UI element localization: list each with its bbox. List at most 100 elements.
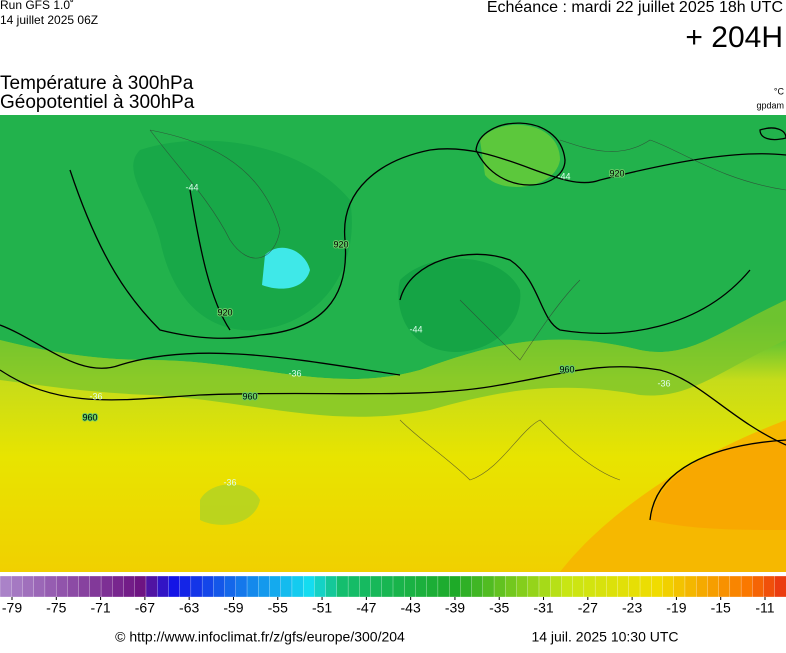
unit-temperature: °C: [774, 86, 785, 96]
colorbar-swatch: [673, 575, 686, 598]
colorbar-swatch: [718, 575, 731, 598]
colorbar-swatch: [550, 575, 563, 598]
colorbar-swatch: [752, 575, 765, 598]
contour-closed: [759, 127, 786, 141]
contour-label: -44: [409, 324, 422, 334]
colorbar-tick-label: -19: [666, 600, 686, 616]
transition-zone: [0, 300, 786, 417]
colorbar-swatch: [224, 575, 237, 598]
colorbar-swatch: [55, 575, 69, 598]
colorbar-tick-label: -51: [312, 600, 332, 616]
contour-label: -36: [288, 368, 301, 378]
colorbar-swatch: [303, 575, 316, 598]
colorbar-swatch: [437, 575, 450, 598]
colorbar-swatch: [190, 575, 203, 598]
colorbar-swatch: [100, 575, 113, 598]
contour-label: 920: [217, 307, 232, 317]
colorbar-swatch: [246, 575, 259, 598]
colorbar: -79 -75 -71 -67 -63 -59 -55 -51 -47 -43 -39 -35 -31 -…: [0, 575, 786, 616]
lead-time: + 204H: [685, 21, 783, 54]
colorbar-tick-label: -35: [489, 600, 509, 616]
contour-label: 960: [559, 364, 574, 374]
colorbar-swatch: [448, 575, 462, 598]
contour-closed: [475, 122, 566, 186]
colorbar-swatch: [651, 575, 664, 598]
map: 920 920 920 960 960 960 -44 -44 -44 -36 -36 -36 -36: [0, 115, 786, 572]
contour-label: 960: [242, 391, 257, 401]
contour-label: -36: [223, 477, 236, 487]
colorbar-swatch: [392, 575, 405, 598]
contour-label: -44: [557, 171, 570, 181]
colorbar-swatch: [628, 575, 641, 598]
colorbar-swatch: [157, 575, 170, 598]
contour-920: [189, 189, 231, 331]
colorbar-tick-label: -75: [46, 600, 66, 616]
unit-geopotential: gpdam: [756, 100, 784, 110]
colorbar-swatch: [404, 575, 417, 598]
title-temperature: Température à 300hPa: [0, 73, 194, 94]
colorbar-swatch: [280, 575, 293, 598]
colorbar-swatch: [426, 575, 439, 598]
colorbar-swatch: [123, 575, 136, 598]
colorbar-swatch: [774, 575, 786, 598]
contour-label: 960: [82, 412, 97, 422]
colorbar-tick-label: -71: [90, 600, 110, 616]
colorbar-swatch: [381, 575, 394, 598]
coastlines: [149, 129, 786, 481]
colorbar-swatch: [0, 575, 12, 598]
colorbar-swatch: [639, 575, 652, 598]
coldest-patch: [262, 247, 310, 289]
colorbar-swatch: [347, 575, 360, 598]
colorbar-swatch: [594, 575, 607, 598]
colorbar-swatch: [201, 575, 214, 598]
colorbar-swatch: [617, 575, 630, 598]
contour-label: -44: [185, 182, 198, 192]
contour-label: -36: [89, 391, 102, 401]
colorbar-swatch: [336, 575, 349, 598]
colorbar-tick-label: -63: [179, 600, 199, 616]
colorbar-swatch: [179, 575, 192, 598]
source-url: © http://www.infoclimat.fr/z/gfs/europe/…: [115, 629, 405, 645]
colorbar-swatch: [269, 575, 282, 598]
colorbar-swatch: [729, 575, 742, 598]
colorbar-tick-label: -11: [755, 600, 774, 616]
contour-1000: [649, 439, 786, 521]
colorbar-swatch: [763, 575, 776, 598]
colorbar-swatch: [33, 575, 46, 598]
colorbar-swatch: [684, 575, 697, 598]
colorbar-swatch: [67, 575, 80, 598]
echeance: Echéance : mardi 22 juillet 2025 18h UTC: [487, 0, 783, 16]
colorbar-swatch: [370, 575, 383, 598]
colorbar-swatch: [235, 575, 248, 598]
contour-label: 920: [609, 168, 624, 178]
contour-920: [399, 253, 751, 335]
colorbar-swatch: [314, 575, 327, 598]
colorbar-swatch: [11, 575, 24, 598]
colorbar-swatch: [516, 575, 529, 598]
cold-core: [398, 258, 521, 352]
colorbar-tick-label: -27: [578, 600, 598, 616]
colorbar-swatch: [583, 575, 596, 598]
colorbar-swatch: [44, 575, 57, 598]
contour-label: -36: [657, 378, 670, 388]
colorbar-tick-label: -43: [401, 600, 421, 616]
colorbar-tick-label: -47: [356, 600, 376, 616]
colorbar-swatch: [740, 575, 753, 598]
colorbar-swatch: [572, 575, 585, 598]
run-date: 14 juillet 2025 06Z: [0, 13, 98, 27]
colorbar-swatch: [471, 575, 484, 598]
colorbar-swatch: [527, 575, 540, 598]
contour-920: [69, 148, 786, 339]
colorbar-swatch: [707, 575, 720, 598]
contour-label: 920: [333, 239, 348, 249]
cool-pocket: [200, 484, 260, 525]
colorbar-tick-label: -31: [533, 600, 553, 616]
contour-960: [0, 324, 401, 376]
colorbar-swatch: [415, 575, 428, 598]
colorbar-swatch: [78, 575, 91, 598]
warm-core: [650, 440, 786, 530]
colorbar-swatch: [258, 575, 271, 598]
contour-960: [0, 366, 786, 446]
colorbar-tick-label: -59: [223, 600, 243, 616]
